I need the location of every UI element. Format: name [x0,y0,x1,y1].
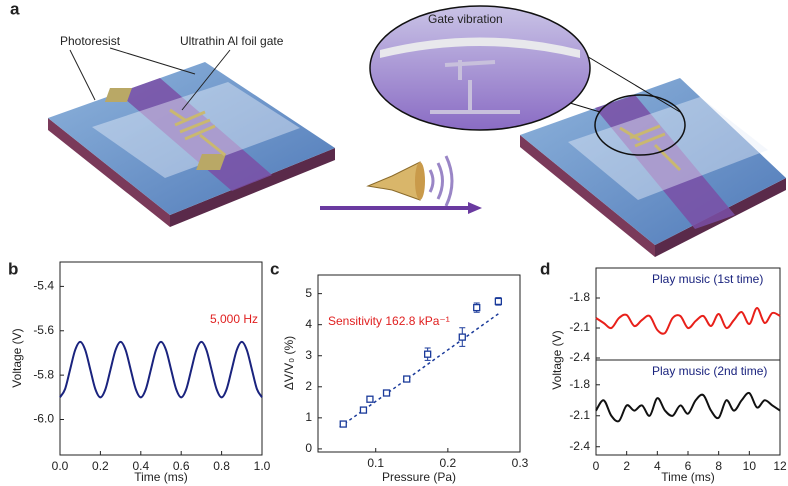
x-tick-label: 0.2 [92,459,109,473]
data-point [359,406,368,414]
y-tick-label: -5.6 [33,323,54,337]
data-line [595,391,781,423]
y-tick-label: -5.8 [33,367,54,381]
chart: c 0.1 0.2 0.3 0 1 2 3 4 5 Pressure (Pa) ΔV/V₀ (%) Se… [270,259,529,484]
data-point [424,350,432,358]
x-tick-label: 0.1 [367,456,384,470]
x-axis-label: Time (ms) [661,470,715,484]
annotation: 5,000 Hz [210,312,258,326]
chart: 0 2 4 6 8 10 12 -1.8 -2.1 -2.4 Time (ms) Play music… [569,359,787,484]
x-tick-label: 4 [654,459,661,473]
data-point [382,389,391,397]
x-tick-label: 0.6 [173,459,190,473]
y-tick-label: 0 [305,441,312,455]
y-tick-label: -6.0 [33,412,54,426]
x-tick-label: 0 [593,459,600,473]
y-tick-label: -2.1 [569,320,590,334]
x-tick-label: 2 [623,459,630,473]
callout-label: Gate vibration [428,12,503,26]
data-line [595,307,781,335]
data-line [59,340,263,399]
y-tick-label: -1.8 [569,377,590,391]
x-axis-label: Pressure (Pa) [382,470,456,484]
y-tick-label: 4 [305,317,312,331]
y-tick-label: -1.8 [569,290,590,304]
panel-label: c [270,259,279,278]
y-tick-label: 3 [305,348,312,362]
y-axis-label: Voltage (V) [10,328,24,387]
x-tick-label: 0.4 [132,459,149,473]
y-tick-label: 5 [305,286,312,300]
x-tick-label: 0.8 [213,459,230,473]
x-tick-label: 0.2 [440,456,457,470]
data-point [403,375,411,383]
panel-label: d [540,259,550,278]
data-point [473,303,481,312]
x-axis-label: Time (ms) [134,470,188,484]
callout-label: Photoresist [60,34,121,48]
chart: d -1.8 -2.1 -2.4 Voltage (V) Play music (1st … [540,259,781,390]
panel-label: b [8,259,18,278]
plot-frame [59,261,263,456]
panel-label: a [10,0,20,18]
x-tick-label: 10 [743,459,757,473]
data-point [339,420,347,428]
annotation: Sensitivity 162.8 kPa⁻¹ [328,314,450,328]
y-tick-label: -2.1 [569,408,590,422]
data-point [366,395,374,403]
y-tick-label: -5.4 [33,279,54,293]
y-tick-label: 2 [305,379,312,393]
y-axis-label: ΔV/V₀ (%) [282,336,296,390]
x-tick-label: 12 [773,459,787,473]
x-tick-label: 0.3 [512,456,529,470]
annotation: Play music (1st time) [652,272,763,286]
chart: b 0.0 0.2 0.4 0.6 0.8 1.0 -5.4 -5.6 -5.8 -6.0 Time … [8,259,271,484]
x-tick-label: 0.0 [52,459,69,473]
callout-label: Ultrathin Al foil gate [180,34,284,48]
panel-a-illustration: a Photoresist Ultrathin Al foil gate Gat… [10,0,786,257]
data-point [458,333,466,341]
y-tick-label: 1 [305,410,312,424]
plot-frame [317,274,521,453]
x-tick-label: 8 [715,459,722,473]
annotation: Play music (2nd time) [652,364,767,378]
y-tick-label: -2.4 [569,350,590,364]
y-axis-label: Voltage (V) [550,330,564,389]
y-tick-label: -2.4 [569,439,590,453]
x-tick-label: 6 [685,459,692,473]
data-point [494,297,503,306]
x-tick-label: 1.0 [254,459,271,473]
